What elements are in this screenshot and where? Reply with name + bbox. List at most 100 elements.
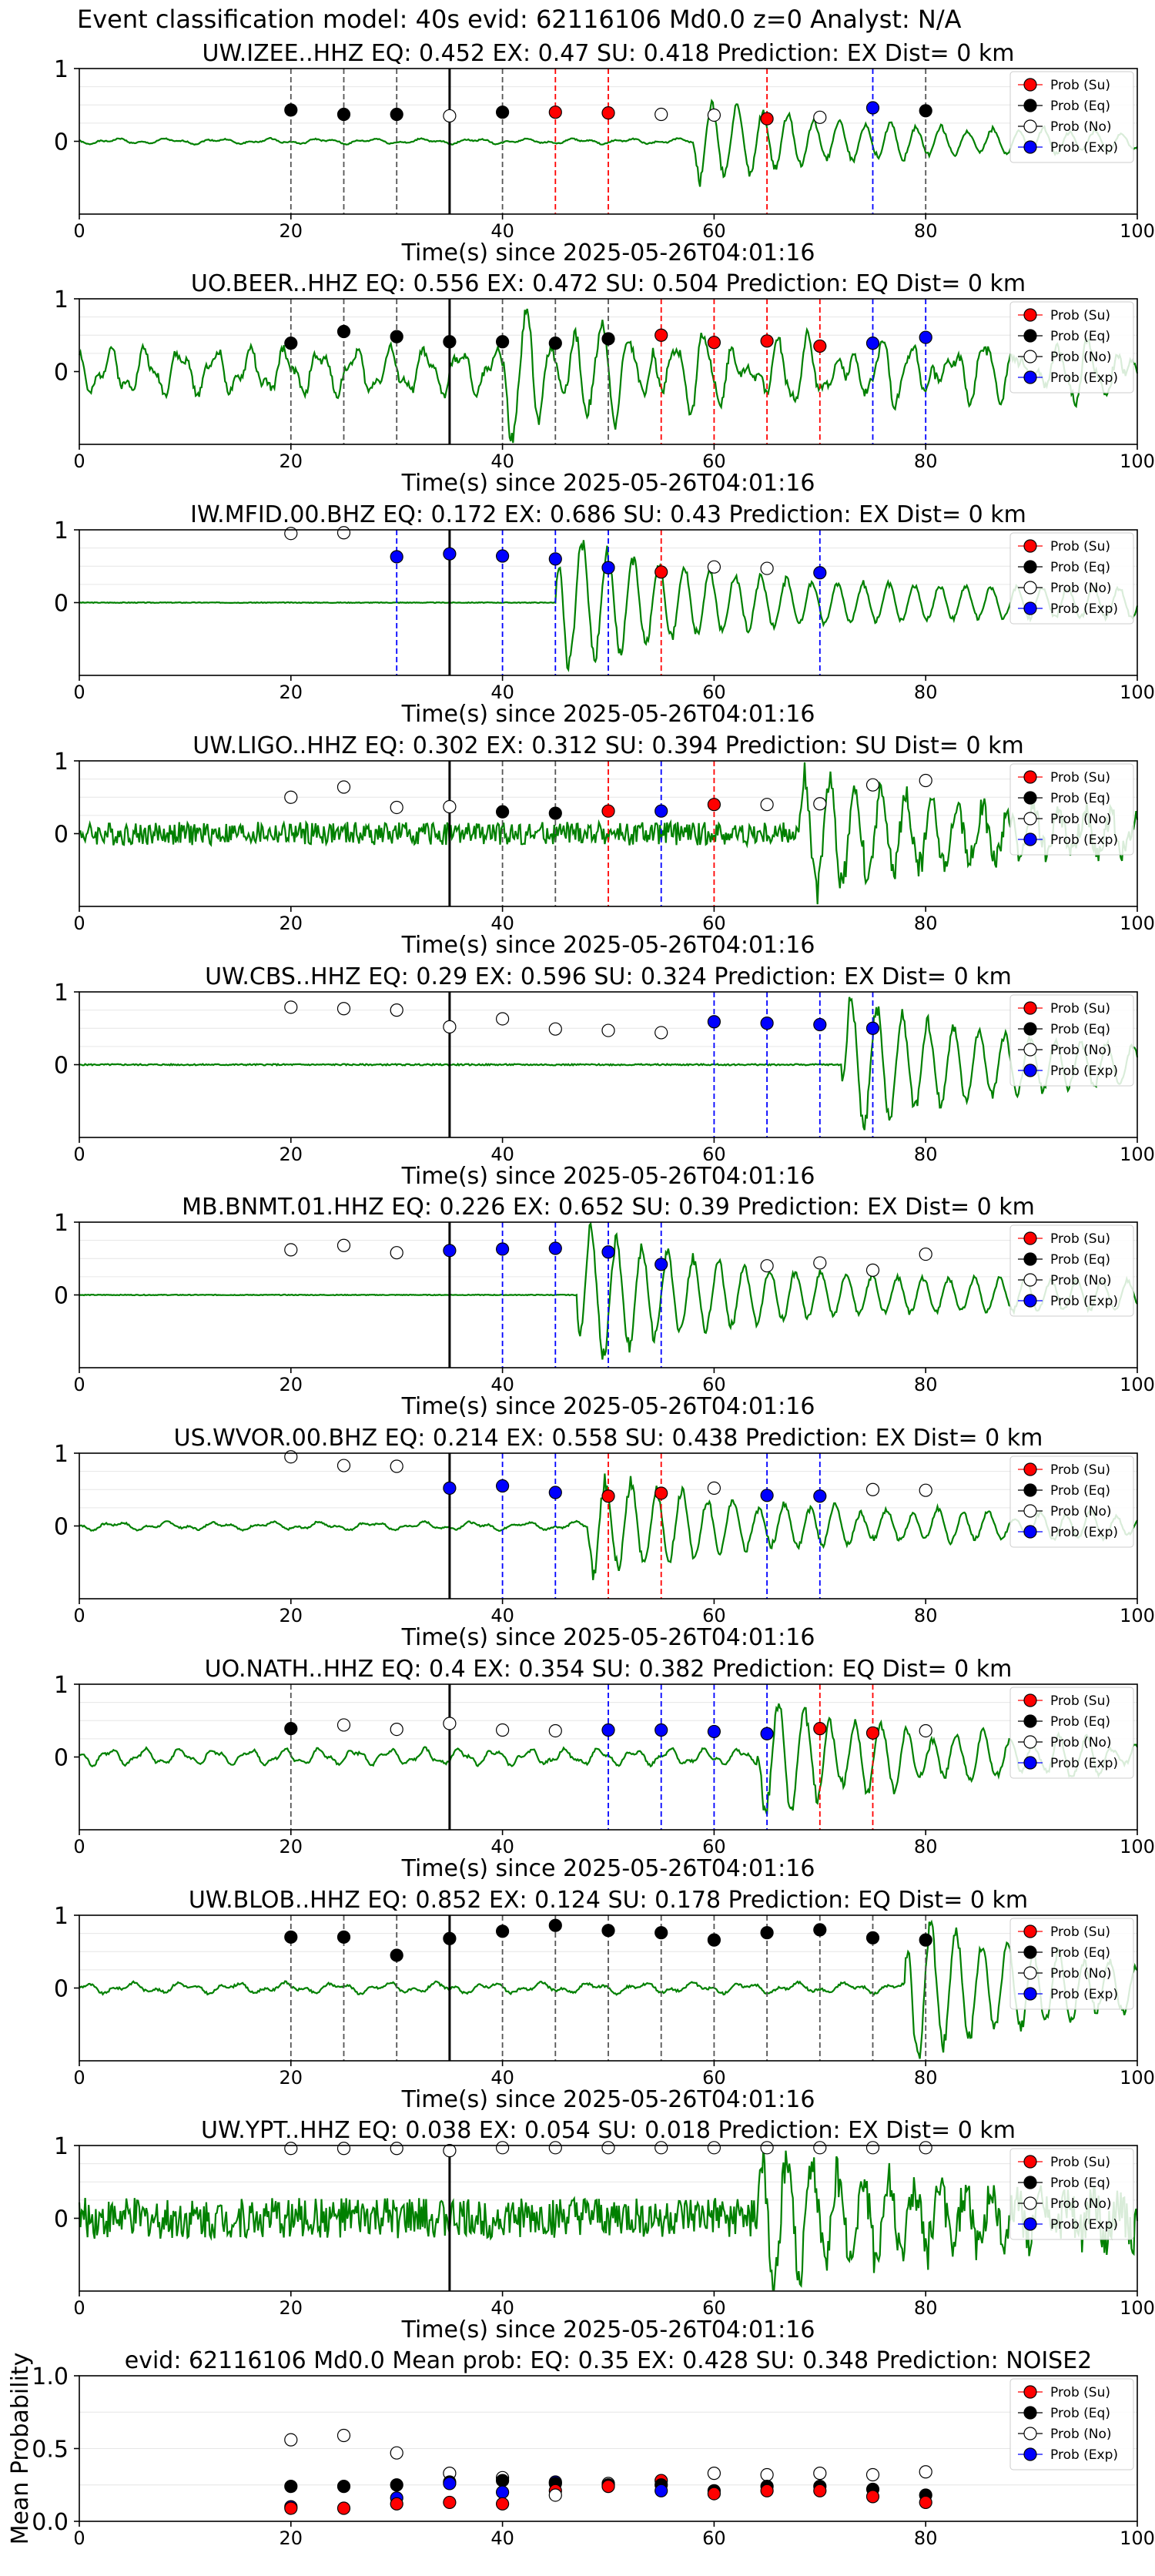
x-tick-label: 80 bbox=[914, 1605, 938, 1626]
probability-point-no bbox=[813, 2141, 827, 2155]
y-tick-label: 0 bbox=[54, 129, 69, 156]
probability-point-no bbox=[865, 2141, 880, 2155]
chart-panel: US.WVOR.00.BHZ EQ: 0.214 EX: 0.558 SU: 0… bbox=[54, 1425, 1155, 1651]
chart-panel: UW.YPT..HHZ EQ: 0.038 EX: 0.054 SU: 0.01… bbox=[54, 2117, 1155, 2343]
legend-label: Prob (No) bbox=[1050, 1273, 1112, 1288]
probability-point-exp bbox=[865, 101, 880, 115]
x-tick-label: 100 bbox=[1120, 1374, 1155, 1395]
x-tick-label: 40 bbox=[490, 682, 514, 703]
probability-point-eq bbox=[390, 2478, 403, 2492]
probability-point-no bbox=[548, 1723, 562, 1738]
probability-point-exp bbox=[548, 1241, 562, 1255]
legend-marker-eq bbox=[1023, 560, 1037, 574]
legend-marker-eq bbox=[1023, 1945, 1037, 1959]
x-axis-label: Time(s) since 2025-05-26T04:01:16 bbox=[401, 2316, 815, 2343]
legend-marker-no bbox=[1023, 1273, 1037, 1287]
legend-label: Prob (Su) bbox=[1050, 770, 1110, 786]
probability-point-exp bbox=[443, 1244, 457, 1258]
probability-point-no bbox=[919, 773, 932, 788]
x-tick-label: 100 bbox=[1120, 2297, 1155, 2319]
x-tick-label: 0 bbox=[73, 220, 85, 242]
probability-point-no bbox=[760, 798, 774, 812]
legend-label: Prob (No) bbox=[1050, 812, 1112, 827]
legend-marker-su bbox=[1023, 2385, 1037, 2399]
x-tick-label: 40 bbox=[490, 1374, 514, 1395]
probability-point-eq bbox=[548, 337, 562, 350]
legend: Prob (Su) Prob (Eq) Prob (No) Prob (Exp) bbox=[1009, 2378, 1134, 2470]
y-axis-label: Mean Probability bbox=[7, 2353, 34, 2545]
x-axis-label: Time(s) since 2025-05-26T04:01:16 bbox=[401, 1855, 815, 1882]
legend-label: Prob (Exp) bbox=[1050, 2447, 1118, 2463]
legend-label: Prob (Exp) bbox=[1050, 1294, 1118, 1309]
legend-marker-su bbox=[1023, 2155, 1037, 2169]
probability-point-eq bbox=[284, 1722, 298, 1736]
legend-marker-eq bbox=[1023, 99, 1037, 112]
x-axis-label: Time(s) since 2025-05-26T04:01:16 bbox=[401, 701, 815, 728]
chart-panel: UW.LIGO..HHZ EQ: 0.302 EX: 0.312 SU: 0.3… bbox=[54, 732, 1155, 959]
probability-point-exp bbox=[760, 1727, 774, 1740]
probability-point-no bbox=[707, 2467, 721, 2481]
probability-point-exp bbox=[601, 1723, 615, 1737]
probability-point-no bbox=[336, 1238, 351, 1252]
probability-point-exp bbox=[495, 1242, 510, 1256]
legend-marker-exp bbox=[1023, 601, 1037, 615]
probability-point-eq bbox=[813, 1923, 827, 1937]
legend-marker-no bbox=[1023, 1735, 1037, 1749]
probability-point-su bbox=[548, 106, 562, 119]
legend-marker-exp bbox=[1023, 2217, 1037, 2231]
probability-point-no bbox=[284, 2433, 298, 2447]
x-tick-label: 100 bbox=[1120, 451, 1155, 472]
x-tick-label: 0 bbox=[73, 451, 85, 472]
x-tick-label: 80 bbox=[914, 2297, 938, 2319]
probability-point-su bbox=[601, 106, 615, 120]
x-tick-label: 60 bbox=[702, 1374, 726, 1395]
legend-label: Prob (Su) bbox=[1050, 1231, 1110, 1247]
x-tick-label: 20 bbox=[280, 913, 303, 934]
legend-marker-su bbox=[1023, 1462, 1037, 1476]
panel-title: US.WVOR.00.BHZ EQ: 0.214 EX: 0.558 SU: 0… bbox=[174, 1425, 1043, 1452]
legend-marker-eq bbox=[1023, 1483, 1037, 1497]
probability-point-eq bbox=[336, 1930, 351, 1944]
x-tick-label: 20 bbox=[280, 1144, 303, 1165]
legend: Prob (Su) Prob (Eq) Prob (No) Prob (Exp) bbox=[1009, 1455, 1134, 1548]
waveform-trace bbox=[79, 99, 1138, 187]
x-tick-label: 20 bbox=[280, 2067, 303, 2089]
legend-label: Prob (No) bbox=[1050, 2196, 1112, 2212]
legend-marker-no bbox=[1023, 350, 1037, 363]
panel-title: UO.BEER..HHZ EQ: 0.556 EX: 0.472 SU: 0.5… bbox=[191, 270, 1026, 297]
legend-label: Prob (Su) bbox=[1050, 1001, 1110, 1017]
waveform-trace bbox=[78, 308, 1139, 444]
legend-label: Prob (Eq) bbox=[1050, 1252, 1110, 1268]
probability-point-eq bbox=[495, 335, 510, 349]
probability-point-no bbox=[654, 1026, 668, 1040]
x-tick-label: 20 bbox=[280, 1605, 303, 1626]
x-tick-label: 100 bbox=[1120, 1605, 1155, 1626]
panel-title: UW.CBS..HHZ EQ: 0.29 EX: 0.596 SU: 0.324… bbox=[205, 963, 1012, 990]
legend-marker-no bbox=[1023, 2427, 1037, 2440]
legend-label: Prob (Su) bbox=[1050, 539, 1110, 554]
probability-point-eq bbox=[654, 1926, 668, 1940]
legend-label: Prob (Eq) bbox=[1050, 791, 1110, 806]
probability-point-exp bbox=[919, 330, 932, 344]
legend-label: Prob (Exp) bbox=[1050, 2217, 1118, 2233]
probability-point-su bbox=[336, 2501, 351, 2515]
x-tick-label: 60 bbox=[702, 2067, 726, 2089]
legend-label: Prob (No) bbox=[1050, 2427, 1112, 2442]
x-tick-label: 60 bbox=[702, 913, 726, 934]
probability-point-su bbox=[495, 2497, 510, 2511]
probability-point-eq bbox=[919, 104, 932, 118]
probability-point-eq bbox=[284, 1930, 298, 1944]
probability-point-su bbox=[601, 2480, 615, 2494]
probability-point-no bbox=[390, 1003, 403, 1017]
x-tick-label: 40 bbox=[490, 2527, 514, 2549]
legend-label: Prob (Exp) bbox=[1050, 1064, 1118, 1079]
legend-label: Prob (No) bbox=[1050, 1735, 1112, 1750]
probability-point-no bbox=[813, 2467, 827, 2481]
y-tick-label: 0.5 bbox=[32, 2437, 69, 2464]
legend-marker-su bbox=[1023, 1001, 1037, 1015]
x-tick-label: 0 bbox=[73, 1374, 85, 1395]
legend-label: Prob (Eq) bbox=[1050, 1483, 1110, 1499]
probability-point-su bbox=[601, 804, 615, 818]
probability-point-no bbox=[760, 1259, 774, 1273]
legend-marker-no bbox=[1023, 1504, 1037, 1518]
